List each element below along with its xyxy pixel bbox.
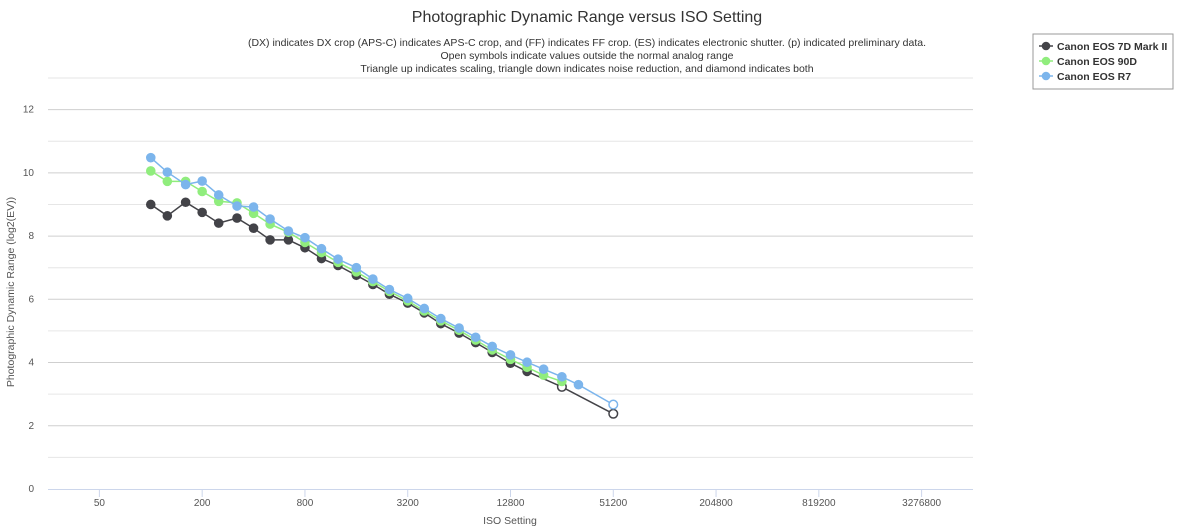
series-3-point-25	[557, 371, 567, 382]
series-3-point-4	[197, 176, 207, 186]
series-3-point-1	[145, 152, 156, 163]
series-1-point-5	[213, 218, 224, 228]
series-2	[145, 166, 567, 387]
y-tick-label-4: 4	[28, 358, 34, 369]
series-3-point-9	[283, 226, 294, 236]
series-3-point-5	[213, 190, 224, 200]
series-1	[145, 197, 619, 419]
series-3-point-27	[608, 399, 619, 410]
series-3-point-21	[487, 341, 497, 352]
series-3-point-6	[232, 201, 242, 211]
series-3-point-23	[522, 357, 532, 368]
series-1-point-1	[145, 199, 156, 210]
chart-subtitle-line-1: (DX) indicates DX crop (APS-C) indicates…	[248, 37, 926, 49]
series-3-point-17	[419, 303, 430, 314]
x-tick-label-204800: 204800	[699, 498, 733, 509]
series-1-point-7	[248, 223, 259, 233]
x-tick-label-50: 50	[94, 498, 106, 509]
x-axis-title: ISO Setting	[483, 515, 537, 527]
x-tick-label-12800: 12800	[497, 498, 525, 509]
grid-lines	[48, 77, 973, 458]
series-3-point-16	[402, 293, 413, 304]
y-tick-label-8: 8	[28, 231, 34, 242]
chart-subtitle-line-2: Open symbols indicate values outside the…	[440, 50, 733, 62]
series-3-point-20	[470, 332, 481, 343]
chart-subtitle-line-3: Triangle up indicates scaling, triangle …	[360, 63, 813, 75]
x-tick-label-3200: 3200	[397, 498, 420, 509]
legend-symbol-2	[1041, 56, 1051, 66]
series-3-point-22	[505, 350, 516, 360]
legend-label-3: Canon EOS R7	[1057, 71, 1131, 83]
y-tick-label-12: 12	[23, 105, 35, 116]
series-3-point-13	[351, 262, 362, 273]
series-3-point-3	[180, 179, 191, 190]
y-axis: 0 2 4 6 8 10 12	[23, 105, 35, 495]
series-3-point-24	[538, 364, 549, 374]
series-2-point-4	[197, 186, 207, 197]
y-tick-label-0: 0	[28, 484, 34, 495]
y-tick-label-2: 2	[28, 421, 34, 432]
y-tick-label-10: 10	[23, 168, 35, 179]
hamburger-menu-icon[interactable]	[1156, 11, 1174, 27]
x-tick-label-51200: 51200	[599, 498, 627, 509]
series-1-point-6	[232, 213, 242, 223]
legend: Canon EOS 7D Mark II Canon EOS 90D Canon E…	[1032, 33, 1174, 90]
series-3-point-12	[333, 254, 343, 264]
series-3-point-10	[300, 232, 310, 243]
series-3-point-7	[248, 202, 259, 212]
series-1-point-25	[608, 408, 619, 419]
series-3-point-2	[162, 167, 173, 178]
series-3-point-8	[265, 214, 275, 224]
x-tick-label-800: 800	[297, 498, 314, 509]
legend-label-1: Canon EOS 7D Mark II	[1057, 41, 1167, 53]
series-2-point-1	[145, 166, 156, 176]
x-axis: 50 200 800 3200 12800 51200 204800 819200 327680…	[48, 489, 973, 509]
legend-box	[1032, 33, 1174, 90]
series-1-point-8	[265, 235, 275, 245]
series-3-point-14	[368, 274, 378, 284]
series-group	[145, 152, 619, 419]
legend-symbol-3	[1041, 71, 1051, 81]
x-tick-label-200: 200	[194, 498, 211, 509]
series-3-point-19	[454, 323, 464, 333]
series-1-line	[150, 201, 614, 415]
legend-symbol-1	[1041, 41, 1051, 51]
x-tick-label-819200: 819200	[802, 498, 836, 509]
chart-title: Photographic Dynamic Range versus ISO Se…	[412, 9, 762, 26]
series-1-point-4	[197, 207, 207, 218]
y-axis-title: Photographic Dynamic Range (log2(EV))	[5, 197, 17, 387]
series-3	[145, 152, 619, 410]
series-3-point-15	[384, 284, 395, 295]
series-3-point-11	[316, 243, 327, 254]
series-2-point-2	[162, 176, 173, 187]
series-3-point-18	[436, 313, 446, 324]
series-1-point-2	[162, 211, 173, 221]
y-tick-label-6: 6	[28, 294, 34, 305]
x-tick-label-3276800: 3276800	[902, 498, 941, 509]
legend-label-2: Canon EOS 90D	[1057, 56, 1137, 68]
series-1-point-3	[180, 197, 191, 208]
series-3-point-26	[573, 379, 584, 390]
